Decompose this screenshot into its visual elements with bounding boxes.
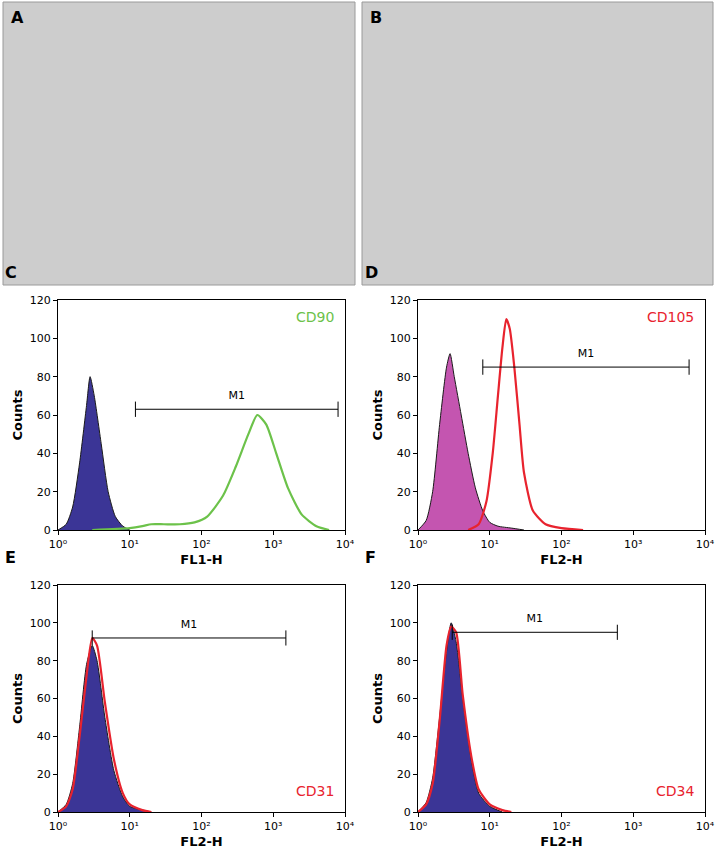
svg-text:100: 100	[390, 332, 411, 345]
svg-text:CD105: CD105	[647, 309, 694, 325]
svg-text:M1: M1	[527, 612, 544, 625]
svg-text:FL2-H: FL2-H	[540, 834, 583, 849]
svg-text:FL2-H: FL2-H	[180, 834, 223, 849]
svg-text:FL1-H: FL1-H	[180, 552, 223, 567]
svg-text:10¹: 10¹	[121, 538, 139, 551]
svg-text:40: 40	[37, 447, 51, 460]
svg-text:10⁰: 10⁰	[409, 820, 428, 833]
svg-text:0: 0	[404, 806, 411, 819]
svg-text:CD31: CD31	[296, 783, 334, 799]
svg-text:100: 100	[390, 617, 411, 630]
svg-text:M1: M1	[228, 389, 245, 402]
svg-text:60: 60	[37, 692, 51, 705]
svg-text:20: 20	[37, 486, 51, 499]
svg-text:Counts: Counts	[370, 389, 385, 440]
svg-text:120: 120	[30, 294, 51, 307]
svg-text:100: 100	[30, 332, 51, 345]
svg-text:10²: 10²	[192, 820, 210, 833]
svg-text:D: D	[365, 263, 378, 282]
svg-text:120: 120	[390, 294, 411, 307]
svg-text:120: 120	[390, 579, 411, 592]
svg-text:100: 100	[30, 617, 51, 630]
svg-text:M1: M1	[181, 618, 198, 631]
svg-text:B: B	[370, 8, 382, 27]
svg-text:10³: 10³	[624, 538, 642, 551]
svg-text:0: 0	[404, 524, 411, 537]
svg-text:80: 80	[397, 655, 411, 668]
svg-text:60: 60	[397, 692, 411, 705]
svg-text:120: 120	[30, 579, 51, 592]
svg-text:F: F	[365, 548, 376, 567]
svg-text:60: 60	[37, 409, 51, 422]
svg-text:10³: 10³	[264, 538, 282, 551]
svg-text:0: 0	[44, 524, 51, 537]
svg-text:20: 20	[397, 486, 411, 499]
svg-text:10⁴: 10⁴	[696, 538, 715, 551]
svg-text:10³: 10³	[624, 820, 642, 833]
svg-text:40: 40	[37, 730, 51, 743]
svg-text:10⁴: 10⁴	[336, 538, 355, 551]
svg-text:0: 0	[44, 806, 51, 819]
svg-text:A: A	[11, 8, 24, 27]
svg-text:10⁰: 10⁰	[49, 820, 68, 833]
svg-text:10⁴: 10⁴	[336, 820, 355, 833]
svg-text:10³: 10³	[264, 820, 282, 833]
svg-text:80: 80	[397, 371, 411, 384]
svg-text:20: 20	[397, 768, 411, 781]
svg-text:10¹: 10¹	[121, 820, 139, 833]
svg-text:60: 60	[397, 409, 411, 422]
svg-text:M1: M1	[578, 347, 595, 360]
svg-text:80: 80	[37, 655, 51, 668]
svg-text:20: 20	[37, 768, 51, 781]
svg-text:CD90: CD90	[296, 309, 334, 325]
svg-text:10⁴: 10⁴	[696, 820, 715, 833]
svg-text:10¹: 10¹	[481, 820, 499, 833]
svg-text:80: 80	[37, 371, 51, 384]
svg-text:Counts: Counts	[10, 673, 25, 724]
svg-text:E: E	[5, 548, 16, 567]
svg-text:10²: 10²	[552, 538, 570, 551]
svg-text:FL2-H: FL2-H	[540, 552, 583, 567]
svg-text:Counts: Counts	[370, 673, 385, 724]
svg-text:10⁰: 10⁰	[409, 538, 428, 551]
svg-text:10¹: 10¹	[481, 538, 499, 551]
svg-text:40: 40	[397, 447, 411, 460]
svg-text:CD34: CD34	[656, 783, 694, 799]
svg-text:40: 40	[397, 730, 411, 743]
svg-text:10⁰: 10⁰	[49, 538, 68, 551]
svg-text:10²: 10²	[552, 820, 570, 833]
svg-text:C: C	[5, 263, 17, 282]
svg-text:Counts: Counts	[10, 389, 25, 440]
svg-text:10²: 10²	[192, 538, 210, 551]
